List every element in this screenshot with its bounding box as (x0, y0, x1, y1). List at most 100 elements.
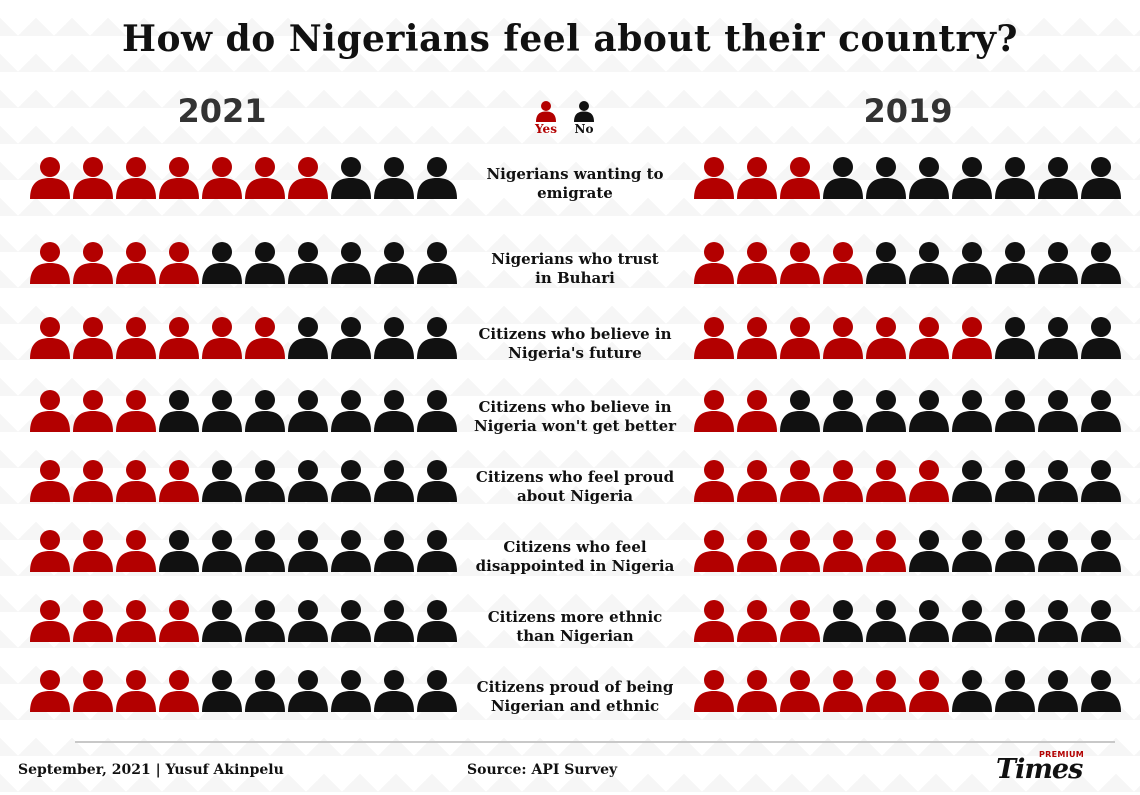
person-icon-no (417, 670, 457, 712)
person-icon-no (202, 600, 242, 642)
person-icon-no (1081, 157, 1121, 199)
legend-no-label: No (574, 122, 594, 136)
person-icon-no (1038, 390, 1078, 432)
row-label-line: Citizens who believe in (478, 398, 672, 416)
person-icon-no (1081, 242, 1121, 284)
person-icon-yes (73, 242, 113, 284)
person-icon-yes (694, 157, 734, 199)
icon-row-2021-6 (28, 528, 468, 578)
person-icon-no (374, 460, 414, 502)
row-label-4: Citizens who believe in Nigeria won't get… (460, 398, 690, 436)
person-icon-no (417, 242, 457, 284)
person-icon-no (1038, 460, 1078, 502)
person-icon-no (1038, 600, 1078, 642)
person-icon-no (374, 390, 414, 432)
person-icon-no (1038, 530, 1078, 572)
person-icon-yes (737, 600, 777, 642)
row-label-line: Citizens more ethnic (487, 608, 663, 626)
person-icon-no (417, 317, 457, 359)
person-icon-yes (159, 157, 199, 199)
person-icon-no (331, 460, 371, 502)
footer-date-author: September, 2021 | Yusuf Akinpelu (18, 762, 284, 778)
person-icon-no (995, 242, 1035, 284)
person-icon-yes (866, 530, 906, 572)
person-icon-no (995, 600, 1035, 642)
person-icon-yes (694, 530, 734, 572)
row-label-line: Citizens who believe in (478, 325, 672, 343)
person-icon-yes (73, 317, 113, 359)
person-icon-no (1081, 600, 1121, 642)
person-icon-no (1081, 317, 1121, 359)
person-icon-yes (288, 157, 328, 199)
person-icon-yes (30, 242, 70, 284)
year-2021-heading: 2021 (177, 92, 267, 130)
person-icon-yes (737, 242, 777, 284)
person-icon-no (202, 242, 242, 284)
person-icon-yes (30, 317, 70, 359)
person-icon-yes (909, 460, 949, 502)
person-icon-no (374, 600, 414, 642)
row-label-line: Citizens who feel (503, 538, 647, 556)
person-icon-no (952, 390, 992, 432)
legend-no: No (569, 100, 599, 136)
person-icon-no (823, 390, 863, 432)
person-icon-no (1081, 460, 1121, 502)
person-icon-yes (116, 530, 156, 572)
person-icon-yes (780, 670, 820, 712)
person-icon-no (1081, 670, 1121, 712)
person-icon-yes (737, 390, 777, 432)
premium-times-logo: PREMIUM Times (992, 750, 1104, 790)
person-icon-no (245, 530, 285, 572)
person-icon-no (995, 460, 1035, 502)
footer-source: Source: API Survey (467, 762, 618, 778)
row-label-2: Nigerians who trust in Buhari (460, 250, 690, 288)
person-icon-yes (866, 317, 906, 359)
person-icon-no (202, 670, 242, 712)
person-icon-no (331, 317, 371, 359)
person-icon-yes (202, 157, 242, 199)
row-label-line: Nigerians wanting to (486, 165, 664, 183)
person-icon-no (866, 157, 906, 199)
person-icon-yes (737, 157, 777, 199)
person-icon-yes (780, 530, 820, 572)
person-icon-yes (159, 460, 199, 502)
row-label-line: Nigeria's future (508, 344, 642, 362)
person-icon-no (245, 242, 285, 284)
person-icon-yes (823, 317, 863, 359)
row-label-line: Nigeria won't get better (473, 417, 677, 435)
row-label-line: about Nigeria (516, 487, 634, 505)
person-icon-no (1081, 530, 1121, 572)
icon-row-2021-5 (28, 458, 468, 508)
person-icon-no (780, 390, 820, 432)
row-label-line: Citizens who feel proud (475, 468, 675, 486)
icon-row-2019-8 (692, 668, 1132, 718)
person-icon-yes (116, 157, 156, 199)
person-icon-yes (73, 670, 113, 712)
person-icon-yes (116, 390, 156, 432)
row-label-5: Citizens who feel proud about Nigeria (460, 468, 690, 506)
row-label-line: disappointed in Nigeria (475, 557, 675, 575)
person-icon-no (1038, 242, 1078, 284)
person-icon-yes (823, 242, 863, 284)
row-label-line: Nigerians who trust (491, 250, 659, 268)
person-icon-no (288, 317, 328, 359)
icon-row-2021-3 (28, 315, 468, 365)
row-label-line: Citizens proud of being (476, 678, 674, 696)
row-label-line: than Nigerian (516, 627, 634, 645)
icon-row-2019-4 (692, 388, 1132, 438)
person-icon-no (331, 670, 371, 712)
person-icon-yes (780, 600, 820, 642)
person-icon-no (159, 390, 199, 432)
person-icon-yes (202, 317, 242, 359)
person-icon-no (417, 460, 457, 502)
person-icon-yes (73, 460, 113, 502)
person-icon-yes (116, 460, 156, 502)
person-icon-no (995, 670, 1035, 712)
person-icon-no (331, 600, 371, 642)
person-icon-no (288, 460, 328, 502)
person-icon-yes (780, 242, 820, 284)
person-icon-no (374, 242, 414, 284)
person-icon-yes (73, 530, 113, 572)
icon-row-2019-5 (692, 458, 1132, 508)
icon-row-2021-7 (28, 598, 468, 648)
